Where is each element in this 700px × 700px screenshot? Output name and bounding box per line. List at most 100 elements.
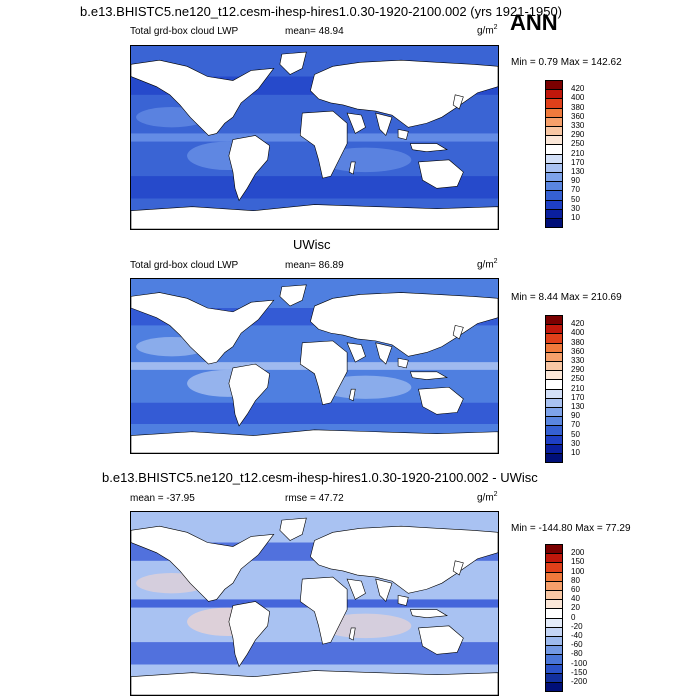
colorbar-swatch: [545, 682, 563, 693]
colorbar-swatch: [545, 218, 563, 229]
colorbar-tick-label: 30: [571, 438, 580, 448]
world-map-obs: [131, 279, 498, 453]
colorbar-tick-label: 380: [571, 337, 585, 347]
land-polygon: [310, 525, 498, 594]
panel-minmax: Min = 8.44 Max = 210.69: [511, 292, 622, 303]
ocean-subtropic-patch: [319, 613, 412, 639]
land-polygon: [418, 386, 464, 415]
ocean-band-south: [131, 642, 498, 665]
ocean-band-south: [131, 402, 498, 424]
colorbar-tick-label: 10: [571, 213, 580, 222]
panel-units: g/m2: [477, 24, 498, 37]
land-polygon: [299, 110, 348, 179]
land-polygon: [409, 143, 448, 153]
colorbar-tick-label: -100: [571, 658, 588, 668]
land-polygon: [348, 388, 356, 402]
land-polygon: [131, 670, 498, 695]
colorbar-tick-label: 130: [571, 402, 585, 411]
land-polygon: [375, 112, 393, 137]
colorbar-tick-label: 30: [571, 203, 580, 213]
land-polygon: [310, 292, 498, 357]
land-polygon: [131, 292, 275, 365]
world-map-model: [131, 46, 498, 229]
colorbar-tick-label: 170: [571, 392, 585, 402]
colorbar-tick-label: 70: [571, 420, 580, 430]
colorbar-tick-label: 250: [571, 139, 585, 149]
colorbar-tick-label: 50: [571, 429, 580, 439]
colorbar-tick-label: 420: [571, 319, 585, 329]
colorbar-tick-label: 10: [571, 448, 580, 457]
land-polygon: [409, 609, 448, 619]
land-polygon: [228, 135, 270, 202]
panel-units: g/m2: [477, 258, 498, 271]
colorbar-tick-label: 90: [571, 411, 580, 421]
land-polygon: [397, 128, 409, 140]
panel-variable-label: Total grd-box cloud LWP: [130, 26, 239, 37]
colorbar-tick-label: -80: [571, 649, 583, 659]
land-polygon: [131, 204, 498, 229]
colorbar-tick-label: -200: [571, 677, 588, 686]
colorbar-tick-label: 70: [571, 185, 580, 195]
colorbar-tick-label: -20: [571, 621, 583, 631]
land-polygon: [299, 576, 348, 645]
land-polygon: [228, 363, 270, 427]
colorbar-tick-label: 420: [571, 84, 585, 94]
land-polygon: [346, 342, 366, 363]
colorbar-tick-label: 380: [571, 102, 585, 112]
colorbar-tick-label: -60: [571, 640, 583, 650]
colorbar-tick-label: -40: [571, 631, 583, 640]
ocean-subtropic-patch: [319, 147, 412, 173]
land-polygon: [346, 112, 366, 134]
colorbar-tick-label: 360: [571, 111, 585, 121]
land-polygon: [299, 340, 348, 406]
colorbar-tick-label: -150: [571, 667, 588, 677]
colorbar-tick-label: 360: [571, 346, 585, 356]
panel-mean-label: mean= 86.89: [285, 260, 344, 271]
land-polygon: [452, 560, 464, 576]
colorbar-tick-label: 330: [571, 356, 585, 365]
panel-units: g/m2: [477, 491, 498, 504]
season-label: ANN: [510, 10, 558, 35]
colorbar-tick-label: 20: [571, 603, 580, 613]
colorbar-tick-label: 150: [571, 557, 585, 567]
land-polygon: [279, 51, 307, 75]
colorbar-tick-label: 330: [571, 121, 585, 130]
colorbar-tick-label: 250: [571, 374, 585, 384]
land-polygon: [418, 159, 464, 189]
colorbar-tick-label: 40: [571, 594, 580, 604]
panel-diff-title: b.e13.BHISTC5.ne120_t12.cesm-ihesp-hires…: [102, 470, 538, 485]
colorbar-tick-label: 170: [571, 157, 585, 167]
map-obs: [130, 278, 499, 454]
panel-mean-label: mean = -37.95: [130, 493, 195, 504]
land-polygon: [348, 627, 356, 641]
panel-mean-label: mean= 48.94: [285, 26, 344, 37]
ocean-subtropic-patch: [319, 375, 412, 399]
panel-rmse-label: rmse = 47.72: [285, 493, 344, 504]
land-polygon: [397, 594, 409, 606]
land-polygon: [310, 59, 498, 128]
land-polygon: [279, 284, 307, 307]
colorbar-tick-label: 400: [571, 93, 585, 103]
colorbar-tick-label: 50: [571, 194, 580, 204]
land-polygon: [279, 517, 307, 541]
land-polygon: [452, 325, 464, 340]
land-polygon: [228, 601, 270, 668]
land-polygon: [131, 59, 275, 136]
panel-minmax: Min = 0.79 Max = 142.62: [511, 57, 622, 68]
colorbar-tick-label: 60: [571, 585, 580, 594]
panel-minmax: Min = -144.80 Max = 77.29: [511, 523, 631, 534]
panel-dataset-title: UWisc: [293, 237, 331, 252]
panel-variable-label: Total grd-box cloud LWP: [130, 260, 239, 271]
land-polygon: [131, 525, 275, 602]
land-polygon: [131, 429, 498, 453]
case-title: b.e13.BHISTC5.ne120_t12.cesm-ihesp-hires…: [80, 4, 563, 19]
colorbar-tick-label: 210: [571, 148, 585, 158]
colorbar-tick-label: 200: [571, 548, 585, 558]
map-diff: [130, 511, 499, 696]
colorbar-tick-label: 290: [571, 365, 585, 375]
land-polygon: [375, 578, 393, 603]
land-polygon: [397, 357, 409, 369]
ocean-band-south: [131, 176, 498, 199]
map-model: [130, 45, 499, 230]
land-polygon: [348, 161, 356, 175]
